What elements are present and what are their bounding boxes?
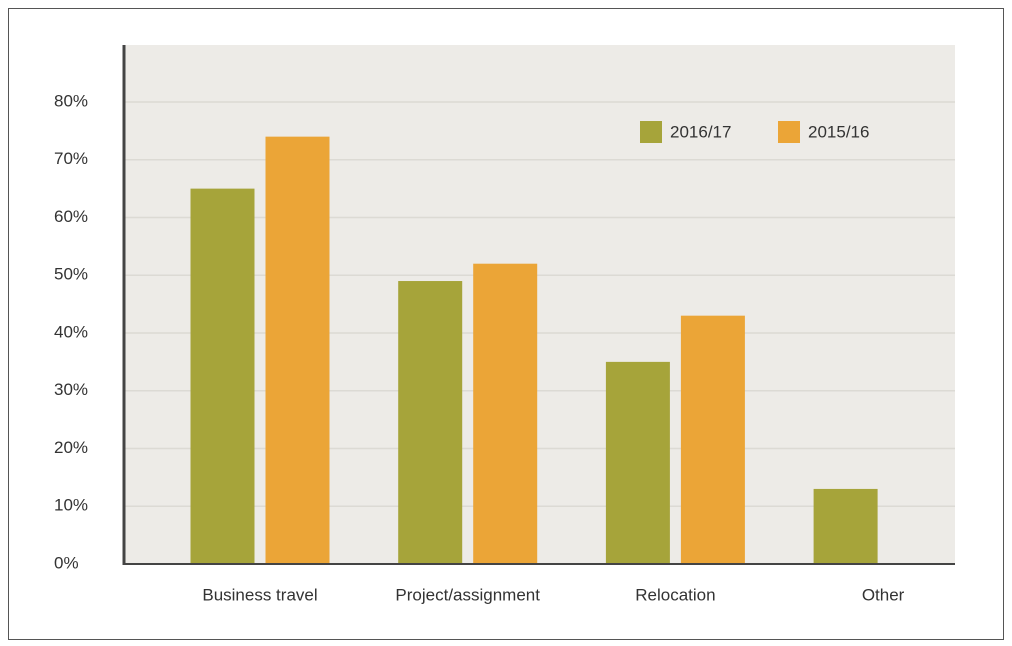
y-tick-label: 20% (54, 438, 88, 457)
y-tick-label: 60% (54, 207, 88, 226)
legend-swatch (778, 121, 800, 143)
y-tick-label: 0% (54, 553, 79, 572)
y-tick-label: 40% (54, 322, 88, 341)
bar (605, 361, 670, 564)
plot-area (124, 45, 955, 564)
bar (265, 136, 330, 564)
bar (190, 188, 255, 564)
y-tick-label: 10% (54, 496, 88, 515)
bar (680, 315, 745, 564)
y-tick-label: 70% (54, 149, 88, 168)
x-tick-label: Project/assignment (395, 585, 540, 604)
y-tick-label: 30% (54, 380, 88, 399)
legend-label: 2015/16 (808, 122, 869, 141)
y-tick-label: 50% (54, 265, 88, 284)
bar (473, 263, 538, 564)
legend-label: 2016/17 (670, 122, 731, 141)
x-tick-label: Relocation (635, 585, 715, 604)
legend-swatch (640, 121, 662, 143)
y-tick-label: 80% (54, 91, 88, 110)
x-tick-label: Other (862, 585, 905, 604)
x-tick-label: Business travel (202, 585, 317, 604)
bar (813, 488, 878, 564)
bar (398, 281, 463, 564)
